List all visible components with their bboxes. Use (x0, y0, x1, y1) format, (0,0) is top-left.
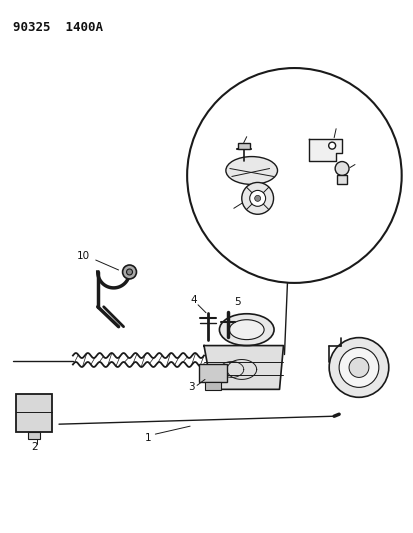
Circle shape (348, 358, 368, 377)
Text: 7: 7 (243, 128, 249, 138)
Text: 5: 5 (234, 297, 240, 307)
Circle shape (126, 269, 132, 275)
Bar (16, 394, 52, 432)
Circle shape (187, 68, 401, 283)
Ellipse shape (229, 320, 263, 340)
Circle shape (122, 265, 136, 279)
Bar (199, 365, 226, 382)
Text: 3: 3 (188, 382, 194, 392)
Circle shape (335, 161, 348, 175)
Circle shape (328, 337, 388, 397)
Circle shape (254, 196, 260, 201)
Circle shape (241, 182, 273, 214)
Text: 8: 8 (222, 205, 229, 215)
Text: 1: 1 (145, 433, 151, 443)
Circle shape (249, 190, 265, 206)
Bar (237, 143, 249, 149)
Text: 9: 9 (356, 158, 362, 167)
Text: 4: 4 (190, 295, 197, 305)
Text: 6: 6 (332, 120, 339, 130)
Circle shape (328, 142, 335, 149)
Bar (336, 175, 346, 184)
Ellipse shape (219, 314, 273, 345)
Text: 10: 10 (77, 251, 90, 261)
Polygon shape (309, 139, 341, 160)
Bar (28, 432, 40, 439)
Ellipse shape (225, 157, 277, 184)
Circle shape (338, 348, 378, 387)
Polygon shape (204, 345, 283, 389)
Text: 2: 2 (31, 442, 38, 452)
Bar (204, 382, 221, 390)
Text: 90325  1400A: 90325 1400A (13, 21, 103, 34)
